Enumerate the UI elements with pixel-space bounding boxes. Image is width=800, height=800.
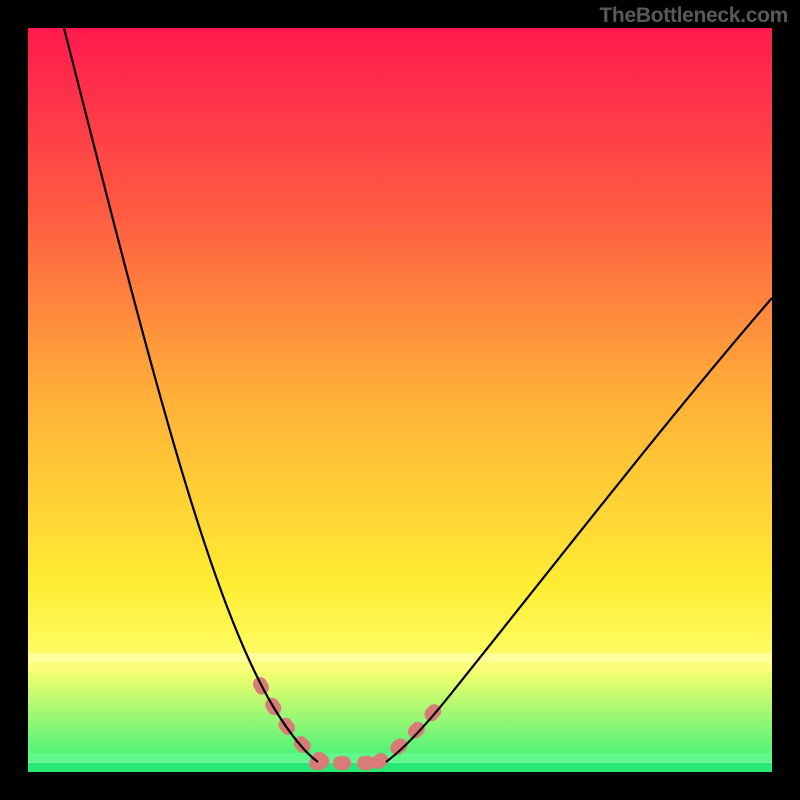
- chart-frame: TheBottleneck.com: [0, 0, 800, 800]
- watermark-text: TheBottleneck.com: [599, 4, 788, 28]
- curve-layer: [28, 28, 772, 772]
- curve-right: [386, 298, 772, 762]
- highlight-segment-left: [260, 684, 324, 762]
- highlight-segment-right: [378, 700, 444, 762]
- curve-left: [64, 28, 318, 762]
- plot-area: [28, 28, 772, 772]
